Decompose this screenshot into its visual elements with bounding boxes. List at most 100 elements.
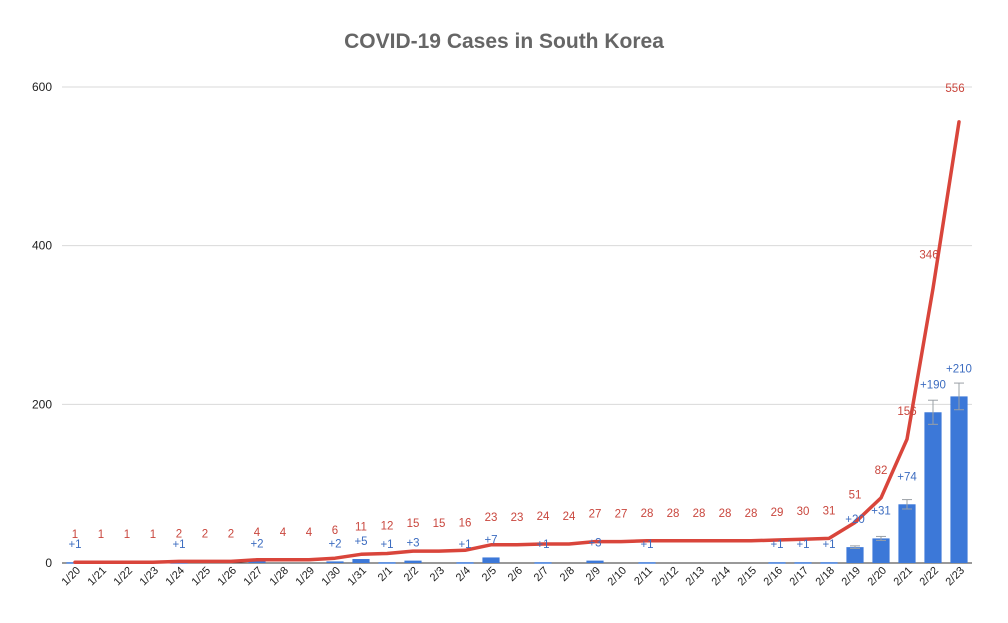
total-cases-data-label: 6 [332, 525, 338, 537]
x-tick-label: 2/12 [657, 565, 681, 589]
new-cases-data-label: +2 [328, 538, 341, 550]
x-tick-label: 2/15 [735, 565, 759, 589]
new-cases-data-label: +2 [250, 538, 263, 550]
total-cases-data-label: 15 [407, 518, 420, 530]
x-tick-label: 1/27 [241, 565, 265, 589]
new-cases-bar [638, 562, 656, 564]
total-cases-data-label: 1 [98, 529, 104, 541]
new-cases-bar [794, 562, 812, 564]
total-cases-series-line [73, 120, 961, 564]
x-tick-label: 2/19 [839, 565, 863, 589]
bar-whisker [928, 399, 938, 425]
new-cases-bar [456, 562, 474, 564]
total-cases-data-label: 28 [719, 508, 732, 520]
new-cases-bar [534, 562, 552, 564]
y-tick-label: 600 [32, 80, 52, 94]
bar-whisker [850, 545, 860, 549]
y-tick-label: 400 [32, 239, 52, 253]
total-cases-data-label: 27 [615, 509, 628, 521]
new-cases-data-label: +1 [640, 539, 653, 551]
total-cases-data-label: 1 [124, 529, 130, 541]
bar-whisker [954, 382, 964, 411]
new-cases-data-label: +1 [770, 539, 783, 551]
total-cases-data-label: 15 [433, 518, 446, 530]
new-cases-data-label: +1 [458, 539, 471, 551]
total-cases-data-label: 2 [202, 528, 208, 540]
total-cases-data-label: 30 [797, 506, 810, 518]
bar-whisker [876, 535, 886, 541]
total-cases-data-label: 156 [897, 406, 916, 418]
total-cases-data-label: 1 [150, 529, 156, 541]
y-tick-label: 200 [32, 397, 52, 411]
new-cases-data-label: +20 [845, 514, 865, 526]
x-tick-label: 1/25 [189, 565, 213, 589]
total-cases-data-label: 4 [306, 527, 313, 539]
new-cases-data-label: +1 [796, 539, 809, 551]
total-cases-data-label: 28 [667, 508, 680, 520]
x-tick-label: 2/3 [428, 565, 447, 584]
x-tick-label: 1/31 [345, 565, 369, 589]
new-cases-bar [586, 560, 604, 563]
new-cases-data-label: +1 [380, 539, 393, 551]
x-tick-label: 2/7 [532, 565, 551, 584]
x-tick-label: 2/17 [787, 565, 811, 589]
new-cases-bar [248, 561, 266, 563]
new-cases-bar [352, 559, 370, 563]
x-tick-label: 2/9 [584, 565, 603, 584]
x-tick-label: 2/16 [761, 565, 785, 589]
new-cases-bar [326, 561, 344, 563]
x-tick-label: 1/28 [267, 565, 291, 589]
new-cases-bar [872, 538, 890, 563]
x-tick-label: 2/5 [480, 565, 499, 584]
total-cases-data-label: 28 [745, 508, 758, 520]
new-cases-bar [768, 562, 786, 564]
new-cases-data-label: +190 [920, 379, 946, 391]
new-cases-data-label: +210 [946, 363, 972, 375]
total-cases-data-label: 16 [459, 517, 472, 529]
x-tick-label: 2/22 [917, 565, 941, 589]
new-cases-bar [404, 560, 422, 563]
total-cases-data-label: 2 [176, 528, 182, 540]
x-tick-label: 2/6 [506, 565, 525, 584]
new-cases-data-label: +1 [822, 539, 835, 551]
new-cases-bar [378, 562, 396, 564]
new-cases-bar [898, 504, 916, 563]
total-cases-data-label: 24 [563, 511, 576, 523]
total-cases-data-label: 346 [919, 250, 938, 262]
new-cases-data-label: +7 [484, 534, 497, 546]
gridlines [62, 86, 972, 564]
total-cases-data-label: 556 [945, 83, 964, 95]
total-cases-data-label: 31 [823, 505, 836, 517]
new-cases-bar [820, 562, 838, 564]
total-cases-data-label: 23 [485, 512, 498, 524]
new-cases-data-label: +74 [897, 471, 917, 483]
x-tick-label: 2/2 [402, 565, 421, 584]
total-cases-data-label: 29 [771, 507, 784, 519]
x-tick-label: 2/14 [709, 565, 733, 589]
total-cases-data-label: 24 [537, 511, 550, 523]
x-tick-label: 1/22 [111, 565, 135, 589]
total-cases-data-label: 1 [72, 529, 78, 541]
x-tick-label: 1/21 [85, 565, 109, 589]
x-tick-label: 1/24 [163, 565, 187, 589]
x-tick-label: 1/30 [319, 565, 343, 589]
bar-whisker [902, 499, 912, 510]
total-cases-data-label: 4 [280, 527, 287, 539]
new-cases-data-label: +3 [406, 538, 419, 550]
x-tick-label: 2/4 [454, 565, 473, 584]
new-cases-bar [950, 396, 968, 563]
new-cases-data-label: +1 [172, 539, 185, 551]
x-tick-label: 2/23 [943, 565, 967, 589]
total-cases-data-label: 23 [511, 512, 524, 524]
new-cases-bar [846, 547, 864, 563]
total-cases-data-label: 12 [381, 520, 394, 532]
x-tick-label: 1/20 [59, 565, 83, 589]
new-cases-data-label: +3 [588, 538, 601, 550]
data-labels: 1 1 1 1 2 2 2 4 4 4 6 11 12 15 15 16 23 23 24 24 27 27 28 28 28 2… [68, 83, 972, 551]
total-cases-data-label: 11 [355, 521, 367, 533]
total-cases-data-label: 2 [228, 528, 234, 540]
total-cases-data-label: 4 [254, 527, 261, 539]
x-tick-label: 2/11 [632, 565, 655, 588]
x-tick-label: 2/10 [605, 565, 629, 589]
